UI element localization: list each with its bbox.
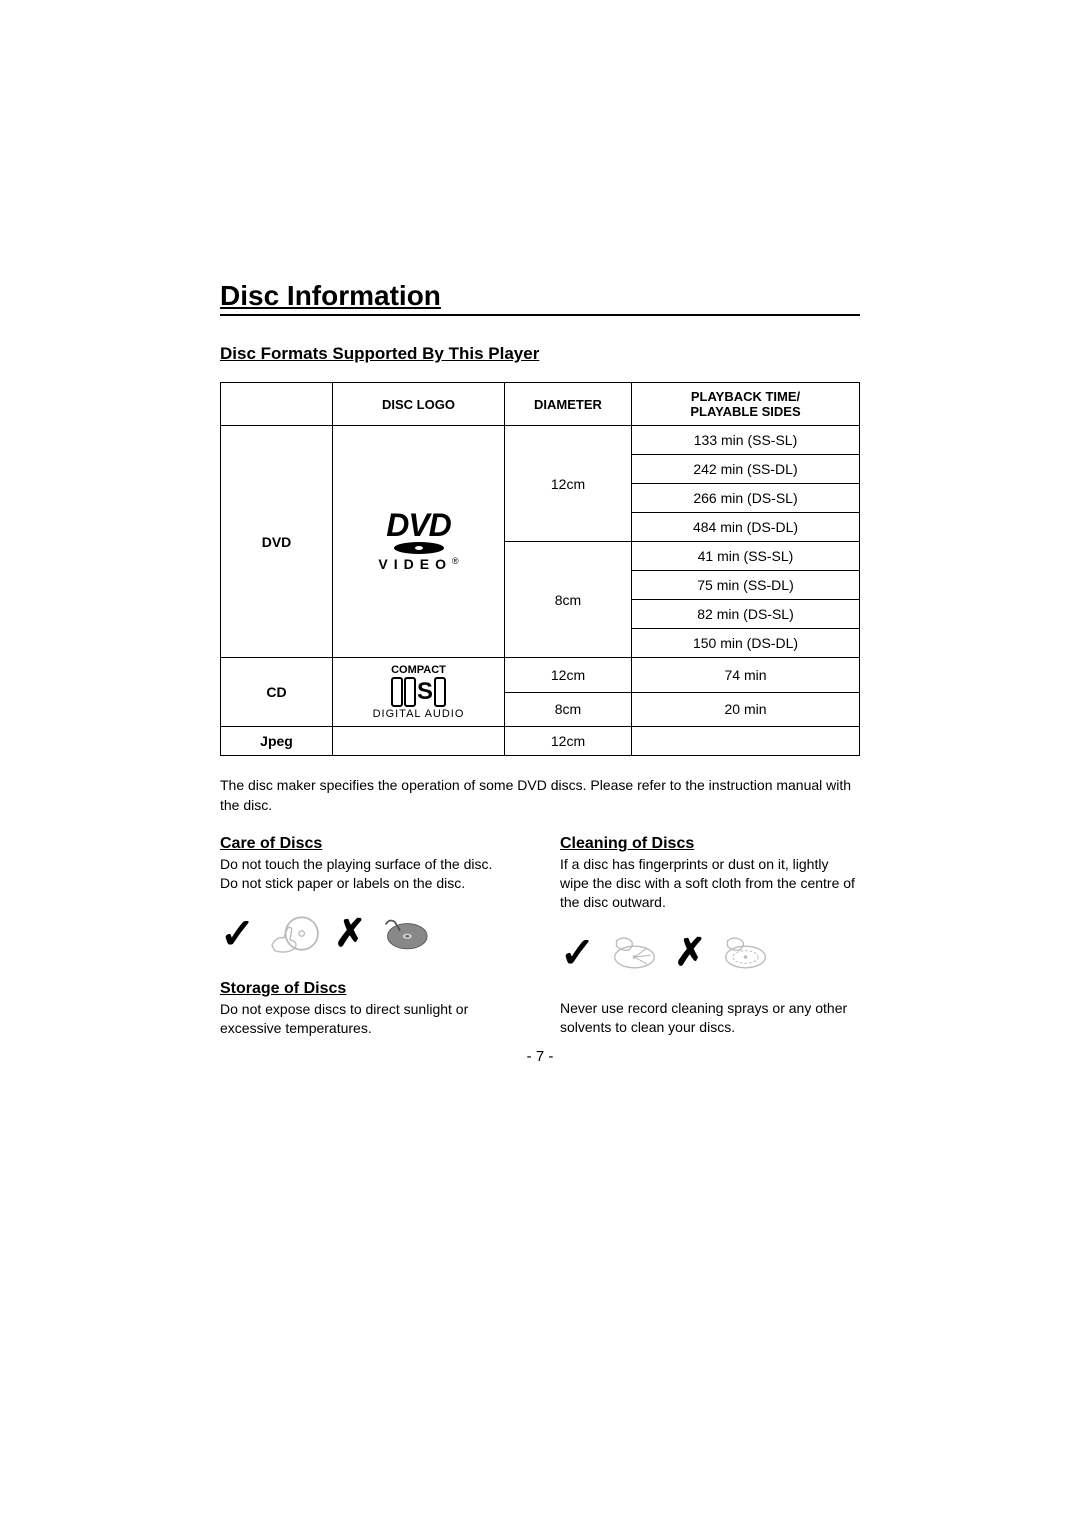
table-row: DVD DVD VIDEO® 12cm 133 min (SS-SL) — [221, 426, 860, 455]
header-disc-logo: DISC LOGO — [333, 383, 505, 426]
playback-cell: 242 min (SS-DL) — [632, 455, 860, 484]
manual-page: Disc Information Disc Formats Supported … — [220, 0, 860, 1065]
dvd-logo-disc-icon — [394, 542, 444, 554]
section-subtitle: Disc Formats Supported By This Player — [220, 344, 860, 364]
playback-cell: 484 min (DS-DL) — [632, 513, 860, 542]
dvd-video-logo: DVD VIDEO® — [341, 511, 496, 572]
header-blank — [221, 383, 333, 426]
hand-holding-disc-edge-icon — [267, 911, 322, 956]
playback-cell: 75 min (SS-DL) — [632, 571, 860, 600]
care-icons-row: ✓ ✗ — [220, 909, 520, 958]
playback-cell: 133 min (SS-SL) — [632, 426, 860, 455]
cleaning-icons-row: ✓ ✗ — [560, 928, 860, 977]
table-header-row: DISC LOGO DIAMETER PLAYBACK TIME/ PLAYAB… — [221, 383, 860, 426]
care-text-1: Do not touch the playing surface of the … — [220, 855, 520, 874]
cleaning-text: If a disc has fingerprints or dust on it… — [560, 855, 860, 912]
cross-icon: ✗ — [674, 930, 706, 975]
check-icon: ✓ — [560, 928, 595, 977]
dvd-logo-text: DVD — [341, 511, 496, 540]
header-playback-line2: PLAYABLE SIDES — [690, 404, 800, 419]
header-playback-line1: PLAYBACK TIME/ — [691, 389, 800, 404]
table-row: CD COMPACT S DIGITAL AUDIO 12cm 74 min — [221, 658, 860, 693]
cd-logo-compact: COMPACT — [341, 664, 496, 676]
care-heading: Care of Discs — [220, 835, 520, 853]
playback-cell: 41 min (SS-SL) — [632, 542, 860, 571]
finger-on-disc-surface-icon — [378, 911, 433, 956]
playback-cell: 74 min — [632, 658, 860, 693]
cleaning-warning-text: Never use record cleaning sprays or any … — [560, 999, 860, 1037]
check-icon: ✓ — [220, 909, 255, 958]
playback-cell: 266 min (DS-SL) — [632, 484, 860, 513]
cd-label-cell: CD — [221, 658, 333, 727]
dvd-label-cell: DVD — [221, 426, 333, 658]
care-text-2: Do not stick paper or labels on the disc… — [220, 874, 520, 893]
dvd-logo-video-text: VIDEO — [378, 556, 452, 572]
left-column: Care of Discs Do not touch the playing s… — [220, 835, 520, 1038]
dvd-8cm-cell: 8cm — [505, 542, 632, 658]
cd-12cm-cell: 12cm — [505, 658, 632, 693]
cleaning-heading: Cleaning of Discs — [560, 835, 860, 853]
header-playback: PLAYBACK TIME/ PLAYABLE SIDES — [632, 383, 860, 426]
header-diameter: DIAMETER — [505, 383, 632, 426]
disc-formats-table: DISC LOGO DIAMETER PLAYBACK TIME/ PLAYAB… — [220, 382, 860, 756]
wipe-circular-icon — [718, 930, 773, 975]
storage-text: Do not expose discs to direct sunlight o… — [220, 1000, 520, 1038]
jpeg-diameter-cell: 12cm — [505, 727, 632, 756]
cd-8cm-cell: 8cm — [505, 692, 632, 727]
page-number: - 7 - — [220, 1048, 860, 1065]
page-title: Disc Information — [220, 280, 860, 316]
jpeg-logo-cell — [333, 727, 505, 756]
registered-mark: ® — [452, 556, 459, 566]
table-row: Jpeg 12cm — [221, 727, 860, 756]
playback-cell: 82 min (DS-SL) — [632, 600, 860, 629]
jpeg-label-cell: Jpeg — [221, 727, 333, 756]
dvd-12cm-cell: 12cm — [505, 426, 632, 542]
info-columns: Care of Discs Do not touch the playing s… — [220, 835, 860, 1038]
cross-icon: ✗ — [334, 911, 366, 956]
dvd-logo-cell: DVD VIDEO® — [333, 426, 505, 658]
playback-cell: 150 min (DS-DL) — [632, 629, 860, 658]
playback-cell — [632, 727, 860, 756]
cd-logo-digital-audio: DIGITAL AUDIO — [341, 708, 496, 720]
right-column: Cleaning of Discs If a disc has fingerpr… — [560, 835, 860, 1038]
playback-cell: 20 min — [632, 692, 860, 727]
wipe-outward-icon — [607, 930, 662, 975]
storage-heading: Storage of Discs — [220, 980, 520, 998]
cd-logo-cell: COMPACT S DIGITAL AUDIO — [333, 658, 505, 727]
compact-disc-logo: COMPACT S DIGITAL AUDIO — [341, 664, 496, 720]
disc-note: The disc maker specifies the operation o… — [220, 776, 860, 815]
cd-logo-disc-icon: S — [341, 677, 496, 707]
